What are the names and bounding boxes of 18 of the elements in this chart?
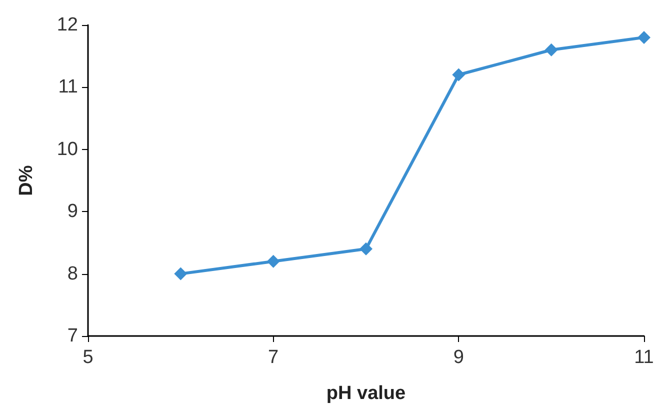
y-axis-title: D% [16, 165, 37, 196]
x-tick-label: 9 [453, 347, 464, 368]
point [638, 30, 650, 44]
point [544, 43, 558, 56]
y-tick-label: 10 [56, 138, 78, 160]
y-tick-label: 12 [56, 14, 78, 36]
y-tick-label: 8 [67, 263, 78, 284]
x-tick-label: 7 [268, 347, 279, 368]
point [174, 267, 188, 280]
x-axis-title: pH value [326, 383, 406, 404]
x-tick-label: 11 [634, 347, 654, 368]
point [452, 68, 466, 82]
x-tick-label: 5 [82, 347, 94, 368]
point [266, 254, 280, 268]
y-tick-label: 11 [58, 76, 78, 98]
point [360, 242, 372, 256]
y-tick-label: 7 [67, 326, 78, 346]
y-tick-label: 9 [67, 201, 78, 222]
